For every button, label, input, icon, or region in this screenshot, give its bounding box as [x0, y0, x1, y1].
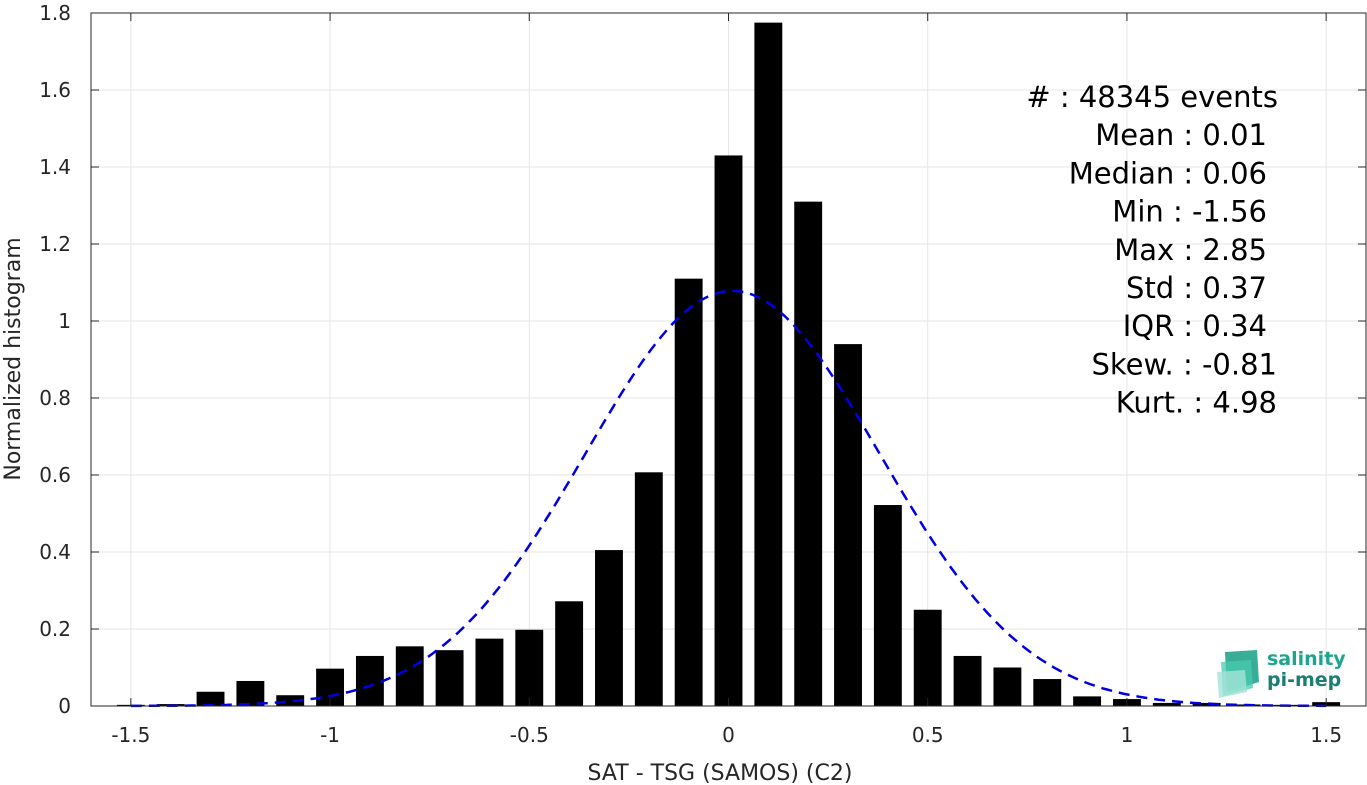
- stat-line: # : 48345 events: [1026, 80, 1278, 114]
- stat-line: Mean : 0.01: [1095, 118, 1267, 152]
- y-tick-label: 0.2: [39, 617, 71, 641]
- x-tick-label: 0: [722, 723, 735, 747]
- histogram-bar: [595, 550, 623, 706]
- x-tick-label: -0.5: [510, 723, 549, 747]
- normal-fit-curve: [130, 289, 1327, 708]
- stat-line: Kurt. : 4.98: [1116, 386, 1277, 420]
- y-tick-label: 1.8: [39, 1, 71, 25]
- x-tick-label: 1.5: [1310, 723, 1342, 747]
- stat-line: Max : 2.85: [1114, 233, 1267, 267]
- y-tick-label: 0.8: [39, 386, 71, 410]
- y-tick-label: 1: [58, 309, 71, 333]
- y-tick-label: 0: [58, 694, 71, 718]
- logo-text-pi-mep: pi-mep: [1267, 669, 1341, 691]
- histogram-bar: [1152, 702, 1181, 706]
- stat-line: Median : 0.06: [1069, 156, 1267, 190]
- histogram-bar: [1033, 679, 1062, 706]
- histogram-bar: [754, 22, 783, 706]
- x-tick-label: 0.5: [912, 723, 944, 747]
- y-tick-label: 0.6: [39, 463, 71, 487]
- x-tick-label: -1.5: [111, 723, 150, 747]
- histogram-bar: [435, 650, 464, 706]
- statistics-panel: # : 48345 events Mean : 0.01 Median : 0.06…: [1026, 80, 1278, 420]
- logo-mark-icon: [1217, 650, 1259, 698]
- histogram-bar: [395, 646, 424, 706]
- histogram-bar: [196, 691, 225, 706]
- histogram-bar: [515, 629, 544, 706]
- histogram-bar: [913, 609, 942, 706]
- histogram-bar: [236, 680, 265, 706]
- y-axis-ticks: 0 0.2 0.4 0.6 0.8 1 1.2 1.4 1.6 1.8: [39, 1, 1366, 718]
- histogram-bar: [714, 155, 743, 706]
- histogram-bar: [276, 695, 305, 706]
- y-tick-label: 0.4: [39, 540, 71, 564]
- histogram-bar: [993, 667, 1022, 706]
- histogram-bar: [1073, 696, 1102, 706]
- stat-line: Std : 0.37: [1126, 271, 1267, 305]
- histogram-bar: [634, 472, 663, 706]
- stat-line: Skew. : -0.81: [1091, 347, 1277, 381]
- x-tick-label: 1: [1121, 723, 1134, 747]
- histogram-bar: [355, 655, 384, 706]
- histogram-bar: [555, 601, 584, 706]
- stat-line: Min : -1.56: [1112, 195, 1267, 229]
- histogram-bar: [674, 278, 703, 706]
- histogram-bar: [794, 201, 823, 706]
- x-axis-ticks: -1.5 -1 -0.5 0 0.5 1 1.5: [111, 13, 1342, 747]
- x-tick-label: -1: [320, 723, 340, 747]
- histogram-bar: [1192, 702, 1221, 706]
- y-tick-label: 1.2: [39, 232, 71, 256]
- y-tick-label: 1.4: [39, 155, 71, 179]
- logo-text-salinity: salinity: [1267, 648, 1346, 670]
- stat-line: IQR : 0.34: [1123, 309, 1267, 343]
- y-axis-label: Normalized histogram: [1, 237, 26, 480]
- histogram-bar: [873, 505, 902, 706]
- histogram-bar: [953, 655, 982, 706]
- histogram-bar: [834, 344, 862, 706]
- x-axis-label: SAT - TSG (SAMOS) (C2): [588, 761, 853, 785]
- salinity-pi-mep-logo: salinity pi-mep: [1217, 648, 1346, 698]
- y-tick-label: 1.6: [39, 78, 71, 102]
- histogram-bars: [116, 22, 1341, 706]
- histogram-bar: [475, 638, 504, 706]
